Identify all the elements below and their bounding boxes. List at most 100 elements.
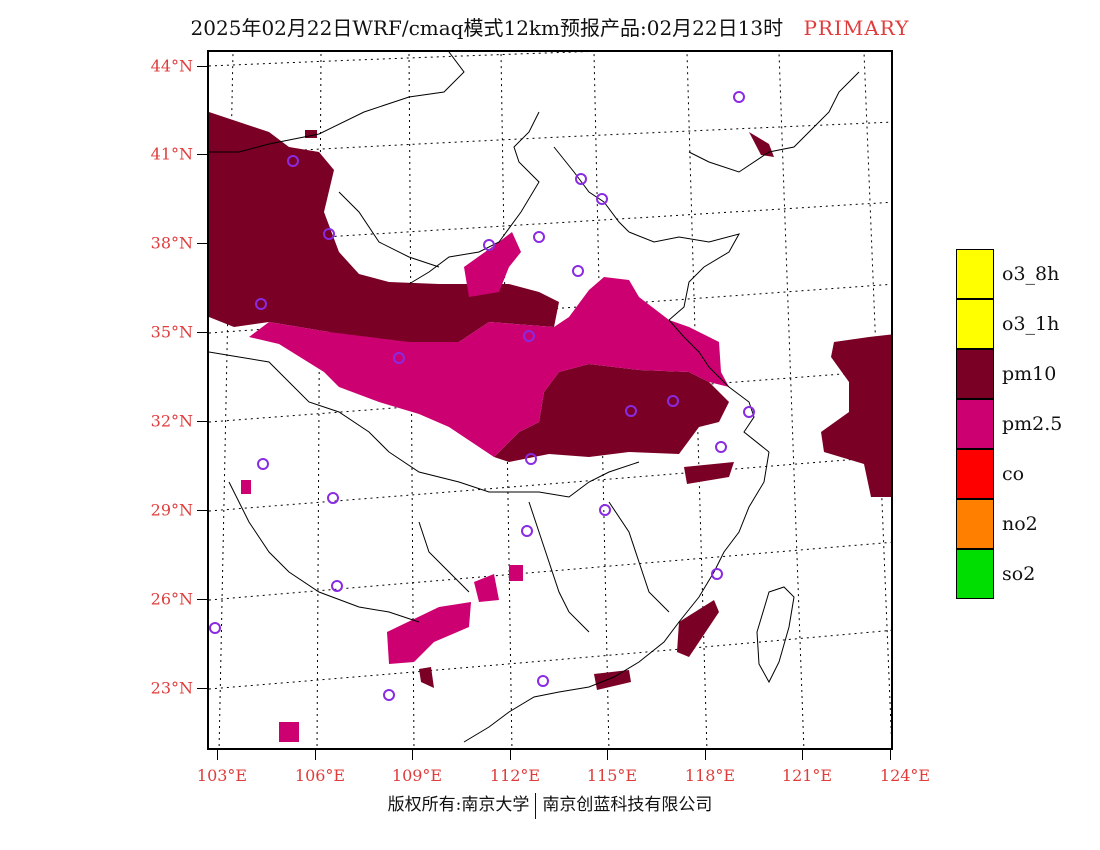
lat-line-41: [209, 121, 891, 156]
pm25-spot: [279, 722, 299, 742]
legend-label: no2: [1002, 513, 1038, 535]
border-mongolia: [209, 52, 465, 153]
title-main: 2025年02月22日WRF/cmaq模式12km预报产品:02月22日13时: [190, 16, 784, 40]
copyright-footer: 版权所有:南京大学 南京创蓝科技有限公司: [0, 790, 1100, 819]
pm10-zhejiang: [684, 462, 734, 484]
border-inner-mongolia: [408, 111, 540, 285]
lat-tick: [197, 243, 207, 244]
legend-swatch: [956, 549, 994, 599]
station-markers: [209, 91, 755, 701]
legend-item-o3-1h: o3_1h: [956, 299, 1096, 349]
lat-tick: [197, 599, 207, 600]
legend-item-so2: so2: [956, 549, 1096, 599]
map-title: 2025年02月22日WRF/cmaq模式12km预报产品:02月22日13时 …: [0, 12, 1100, 41]
pm10-offshore-east: [821, 334, 891, 497]
legend-swatch: [956, 299, 994, 349]
lat-tick: [197, 154, 207, 155]
border-fujian: [608, 501, 670, 613]
lat-tick: [197, 421, 207, 422]
border-jiangxi: [509, 461, 640, 498]
station-marker: [733, 91, 745, 103]
lat-line-44: [209, 52, 589, 67]
pm25-areas: [241, 232, 729, 742]
station-marker: [537, 675, 549, 687]
station-marker: [572, 265, 584, 277]
legend-item-co: co: [956, 449, 1096, 499]
border-yunnan-guizhou: [228, 481, 420, 623]
lon-tick: [802, 750, 803, 760]
station-marker: [711, 568, 723, 580]
pm25-spot: [241, 480, 251, 494]
station-marker: [209, 622, 221, 634]
lon-tick: [705, 750, 706, 760]
station-marker: [483, 239, 495, 251]
legend-swatch: [956, 499, 994, 549]
legend-label: so2: [1002, 563, 1036, 585]
lon-tick: [607, 750, 608, 760]
pm10-spot: [305, 130, 317, 138]
legend-swatch: [956, 399, 994, 449]
border-guizhou-hunan: [418, 521, 470, 593]
map-panel: [207, 50, 893, 750]
pm25-central-band: [249, 277, 729, 457]
station-marker: [599, 504, 611, 516]
station-marker: [525, 453, 537, 465]
coast-liaoning: [688, 71, 860, 173]
lon-label-109: 109°E: [391, 766, 443, 785]
border-jiangxi-west: [528, 501, 590, 633]
lon-label-112: 112°E: [489, 766, 541, 785]
station-marker: [521, 525, 533, 537]
lat-label-26: 26°N: [150, 589, 193, 609]
station-marker: [743, 406, 755, 418]
lon-label-121: 121°E: [781, 766, 833, 785]
lat-line-38: [209, 201, 891, 245]
station-marker: [331, 580, 343, 592]
lon-label-115: 115°E: [586, 766, 638, 785]
pm10-fujian-coast: [677, 600, 719, 657]
station-marker: [255, 298, 267, 310]
lon-line-118: [686, 52, 708, 748]
coast-jiangsu: [668, 319, 770, 453]
pm25-shanxi: [464, 232, 521, 297]
legend-label: co: [1002, 463, 1025, 485]
lat-line-29: [209, 455, 891, 512]
lon-line-112: [500, 52, 513, 748]
coast-south: [463, 451, 770, 743]
pm25-hunan-south: [474, 574, 499, 602]
pm10-guangdong-coast: [594, 670, 631, 690]
lat-label-23: 23°N: [150, 678, 193, 698]
lat-tick: [197, 332, 207, 333]
lon-tick: [315, 750, 316, 760]
border-ningxia: [338, 191, 440, 268]
pm10-liaoning: [749, 132, 774, 157]
lon-line-121: [778, 52, 805, 748]
station-marker: [533, 231, 545, 243]
legend-label: pm10: [1002, 363, 1057, 385]
lat-line-23: [209, 629, 891, 690]
lat-line-26: [209, 541, 891, 601]
station-marker: [596, 193, 608, 205]
lon-tick: [217, 750, 218, 760]
legend: o3_8h o3_1h pm10 pm2.5 co no2 so2: [956, 249, 1096, 599]
lon-line-109: [408, 52, 415, 748]
lon-tick: [890, 750, 891, 760]
legend-item-pm10: pm10: [956, 349, 1096, 399]
lat-label-41: 41°N: [150, 144, 193, 164]
station-marker: [715, 441, 727, 453]
legend-item-no2: no2: [956, 499, 1096, 549]
station-marker: [575, 173, 587, 185]
lat-label-32: 32°N: [150, 411, 193, 431]
lon-label-106: 106°E: [294, 766, 346, 785]
pm25-spot: [509, 565, 523, 581]
footer-divider: [535, 792, 537, 819]
lat-label-44: 44°N: [150, 56, 193, 76]
legend-label: o3_8h: [1002, 263, 1060, 285]
station-marker: [327, 492, 339, 504]
lon-tick: [510, 750, 511, 760]
legend-label: pm2.5: [1002, 413, 1063, 435]
legend-label: o3_1h: [1002, 313, 1060, 335]
station-marker: [393, 352, 405, 364]
station-marker: [667, 395, 679, 407]
coast-shandong: [628, 231, 741, 321]
title-primary-tag: PRIMARY: [803, 16, 910, 40]
